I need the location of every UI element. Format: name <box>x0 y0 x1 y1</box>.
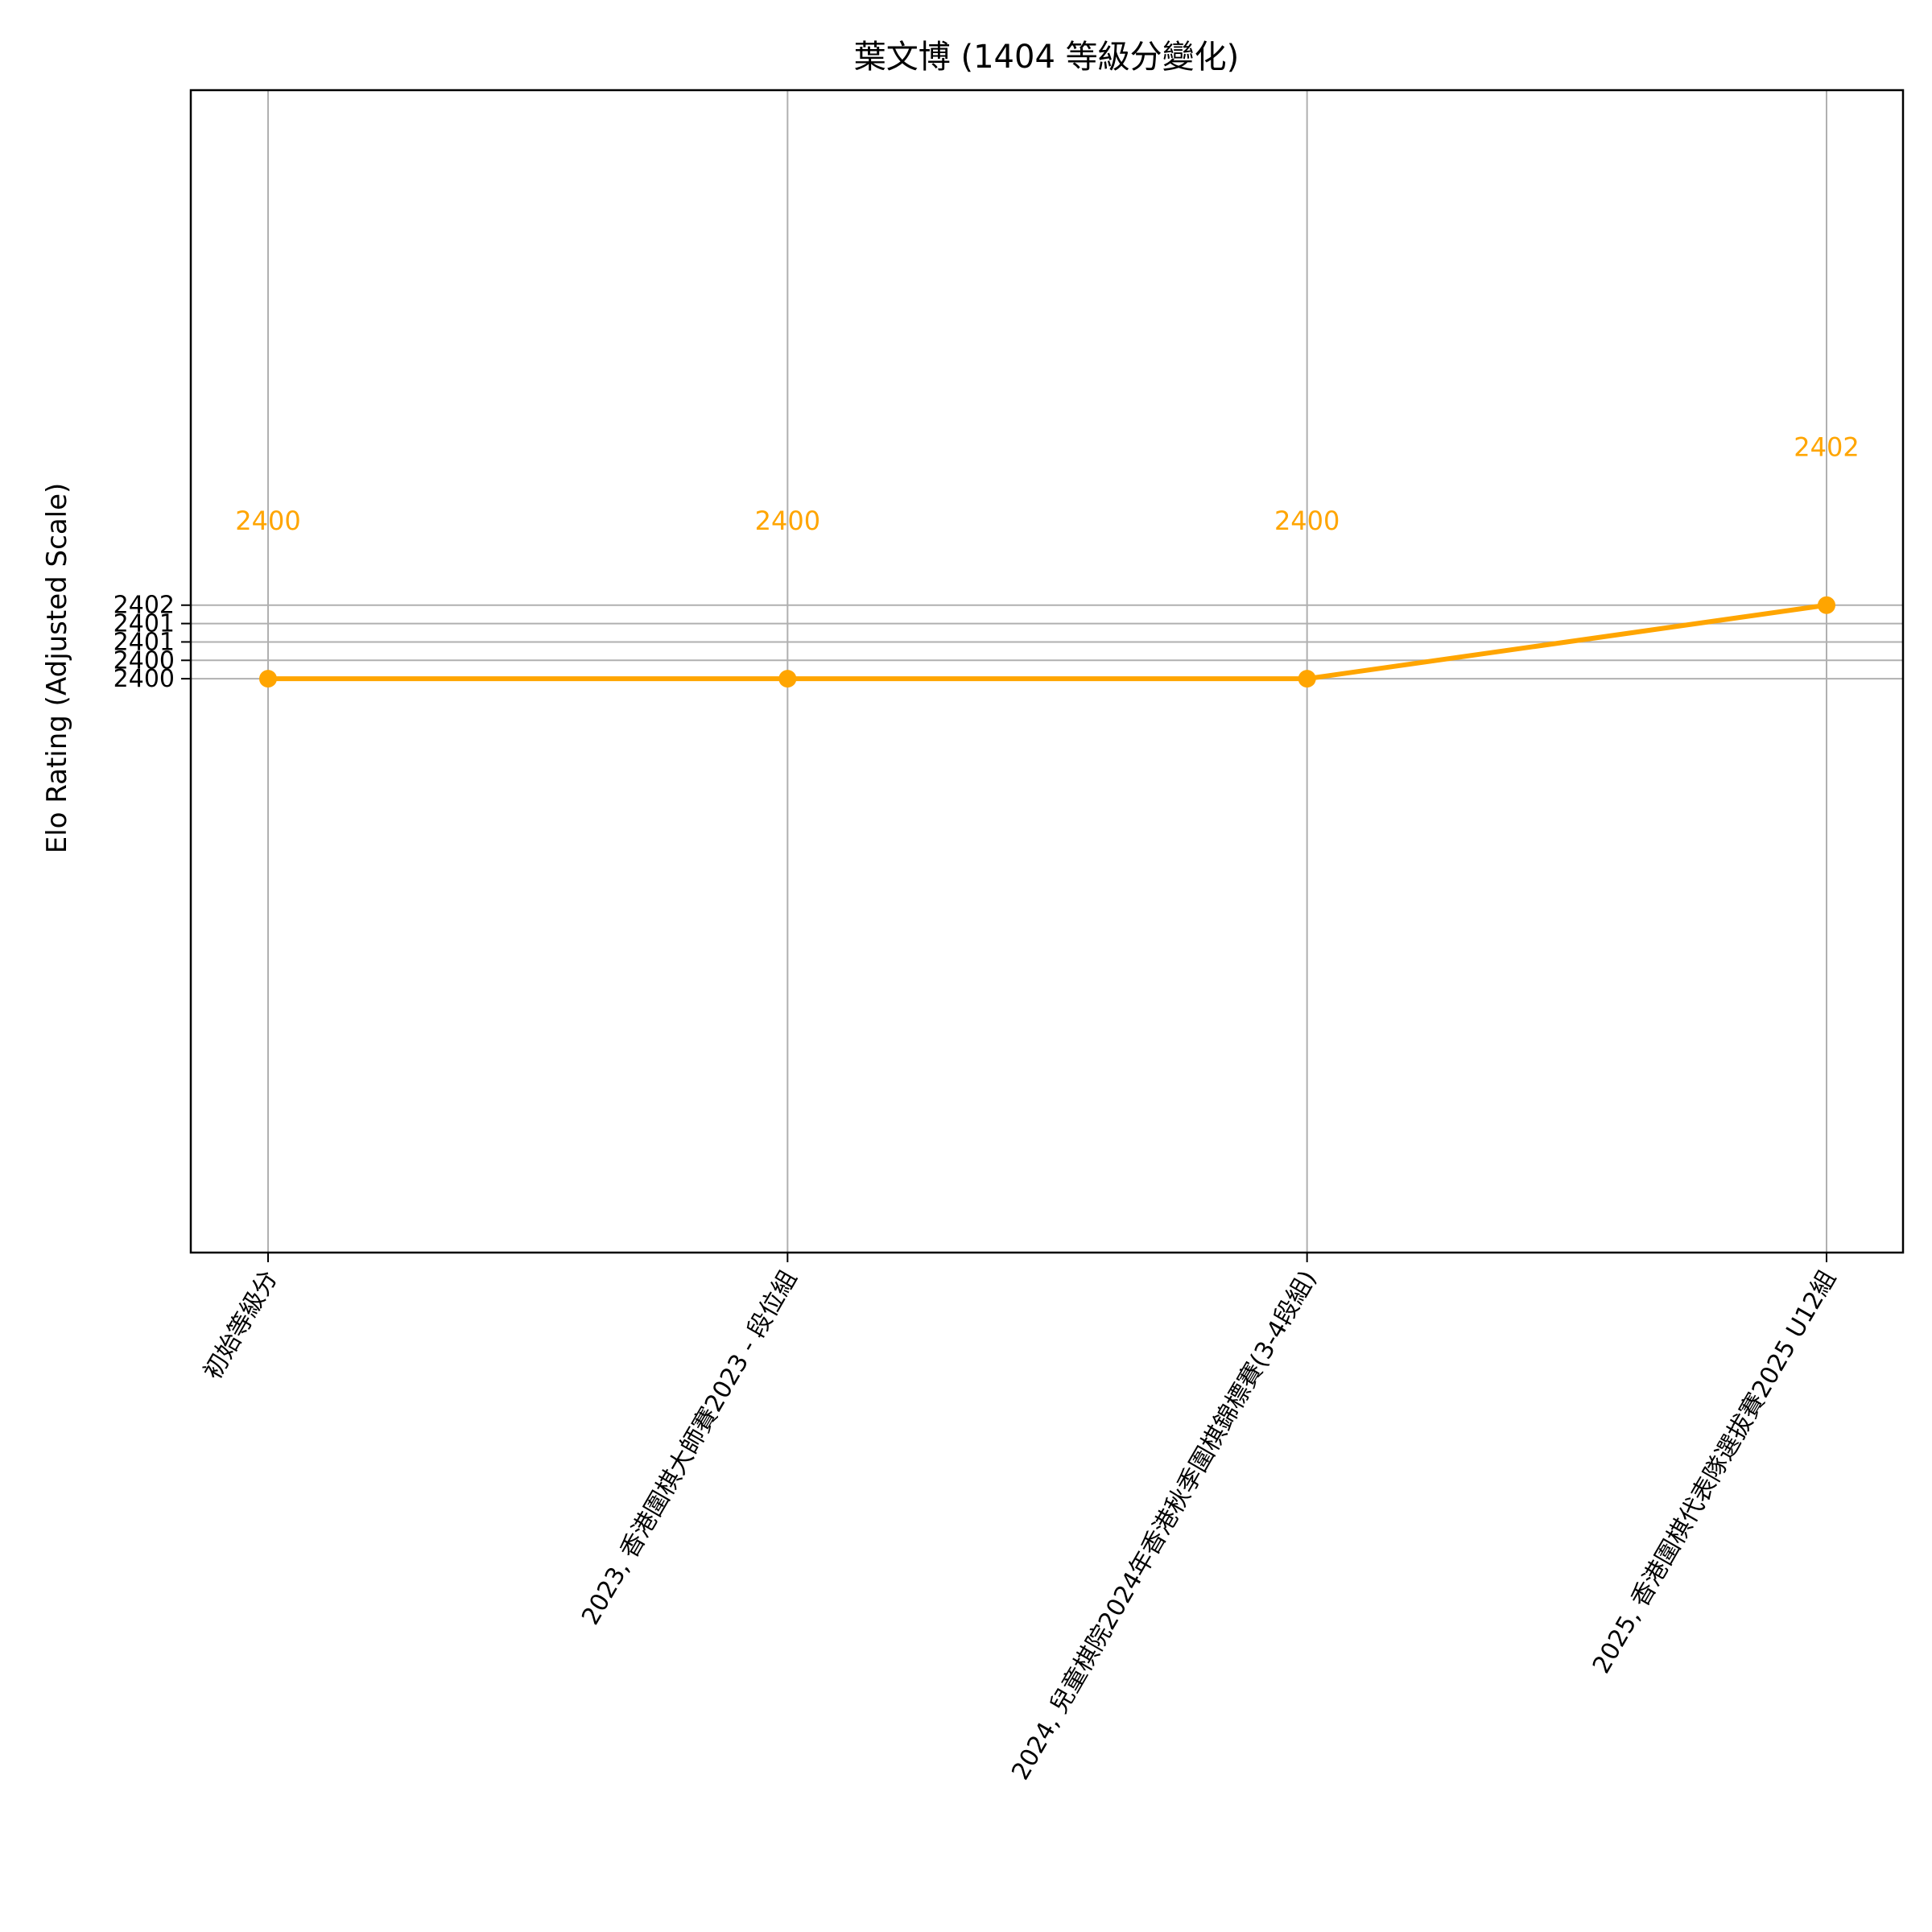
data-point <box>1298 670 1316 688</box>
series-line <box>268 602 1827 682</box>
x-tick-label: 初始等級分 <box>199 1266 283 1385</box>
data-labels-layer: 2400 2400 2400 2402 <box>235 432 1859 536</box>
x-axis-ticks: 初始等級分 2023, 香港圍棋大師賽2023 - 段位組 2024, 兒童棋院20… <box>199 1253 1842 1785</box>
y-tick-label: 2401 <box>114 628 175 656</box>
y-tick-label: 2400 <box>114 665 175 693</box>
x-tick-label: 2024, 兒童棋院2024年香港秋季圍棋錦標賽(3-4段組) <box>1006 1266 1322 1785</box>
chart-title: 葉文博 (1404 等級分變化) <box>854 39 1239 76</box>
x-tick-label: 2023, 香港圍棋大師賽2023 - 段位組 <box>576 1266 803 1630</box>
data-label: 2402 <box>1794 432 1859 463</box>
series-layer <box>268 602 1827 682</box>
y-axis-label: Elo Rating (Adjusted Scale) <box>41 483 73 854</box>
y-tick-label: 2402 <box>114 592 175 620</box>
data-label: 2400 <box>235 506 300 536</box>
plot-frame <box>189 89 1905 1254</box>
y-tick-label: 2401 <box>114 610 175 638</box>
data-point <box>259 670 277 688</box>
data-point <box>778 670 797 688</box>
grid <box>191 90 1903 1253</box>
points-layer <box>259 596 1835 688</box>
data-label: 2400 <box>1274 506 1340 536</box>
x-tick-label: 2025, 香港圍棋代表隊選拔賽2025 U12組 <box>1587 1266 1842 1678</box>
data-label: 2400 <box>755 506 820 536</box>
data-point <box>1818 596 1835 614</box>
y-tick-label: 2400 <box>114 646 175 675</box>
